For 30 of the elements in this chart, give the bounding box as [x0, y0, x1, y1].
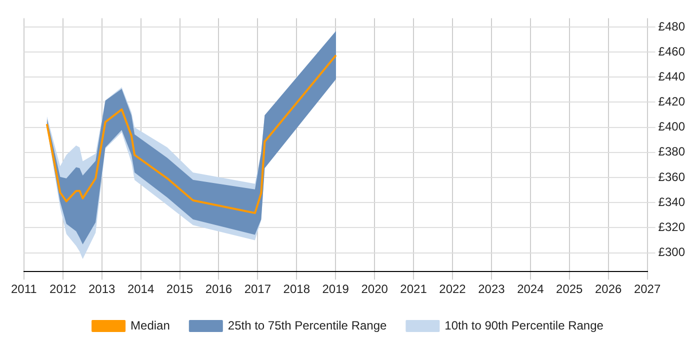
y-tick-label: £360	[658, 170, 686, 184]
x-tick-label: 2018	[283, 282, 310, 296]
x-tick-label: 2011	[10, 282, 38, 296]
y-tick-label: £460	[658, 44, 686, 58]
x-tick-label: 2012	[50, 282, 77, 296]
y-tick-label: £300	[658, 245, 686, 260]
x-tick-label: 2013	[88, 282, 116, 296]
x-tick-label: 2020	[361, 282, 388, 296]
x-tick-label: 2023	[478, 282, 506, 296]
x-tick-label: 2026	[594, 282, 622, 296]
x-tick-label: 2027	[634, 282, 661, 296]
x-tick-label: 2019	[322, 282, 350, 296]
x-tick-label: 2017	[244, 282, 272, 296]
y-tick-label: £440	[658, 69, 686, 84]
x-tick-label: 2014	[127, 282, 154, 296]
y-tick-label: £400	[658, 120, 686, 134]
y-tick-label: £320	[658, 220, 686, 234]
x-tick-label: 2025	[556, 282, 584, 296]
legend-label: 10th to 90th Percentile Range	[444, 318, 604, 332]
y-tick-label: £340	[658, 194, 686, 209]
y-tick-label: £420	[658, 94, 686, 109]
x-tick-label: 2024	[517, 282, 544, 296]
y-tick-label: £480	[658, 19, 686, 34]
legend-label: 25th to 75th Percentile Range	[228, 318, 388, 332]
y-tick-label: £380	[658, 144, 686, 159]
legend-label: Median	[130, 318, 170, 332]
x-tick-label: 2021	[400, 282, 428, 296]
x-tick-label: 2022	[439, 282, 466, 296]
x-tick-label: 2016	[205, 282, 232, 296]
x-tick-label: 2015	[166, 282, 194, 296]
